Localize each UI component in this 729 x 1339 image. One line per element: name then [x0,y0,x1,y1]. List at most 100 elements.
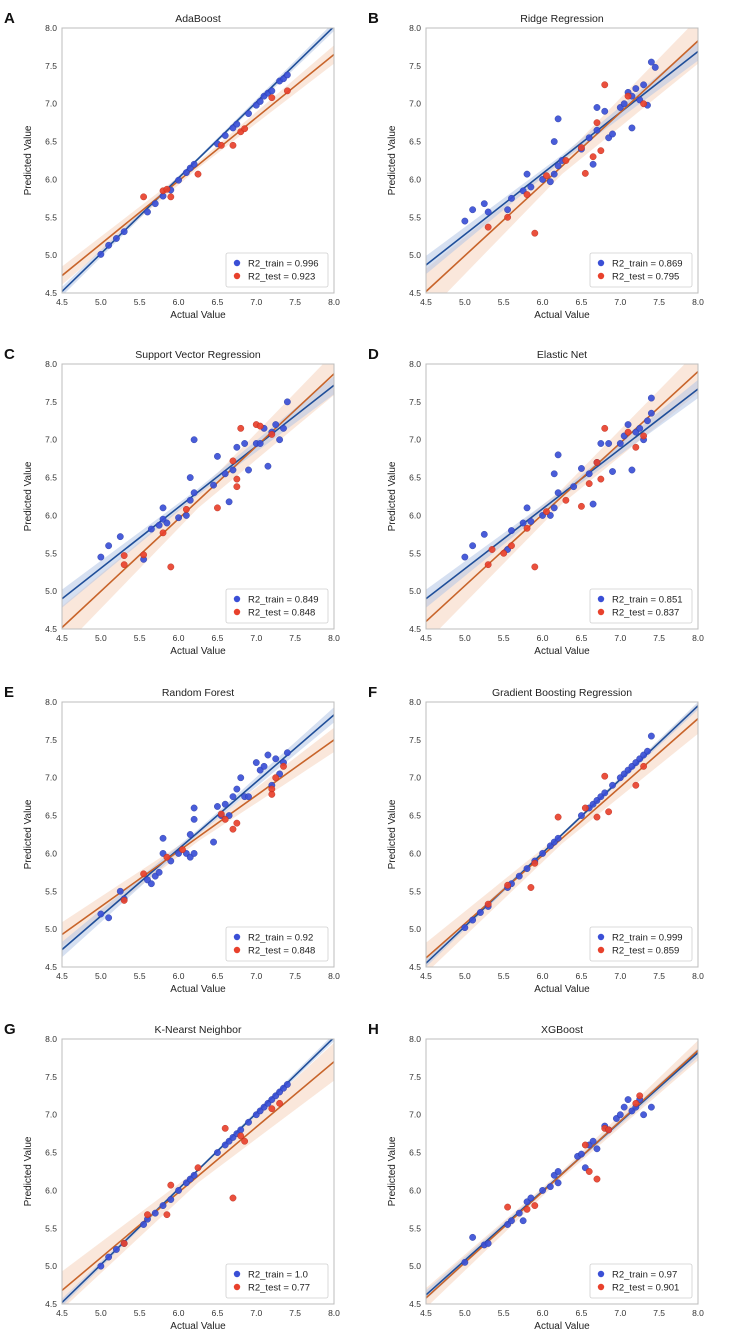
test-point [554,813,562,821]
train-point [175,514,182,522]
subplot-d: D Elastic Net 4.5 5.0 5.5 6.0 6.5 7.0 7.5 8.0 4.5 5… [368,346,704,657]
x-tick-label: 6.0 [537,633,549,643]
x-tick-label: 7.5 [289,1308,301,1318]
train-point [624,1096,632,1103]
plot-area [62,1039,334,1304]
x-tick-label: 4.5 [56,1308,68,1318]
legend-box [589,1263,693,1299]
train-point [175,1187,182,1194]
y-tick-label: 7.5 [409,1072,421,1082]
x-tick-label: 7.0 [614,1308,626,1318]
train-point [210,838,217,846]
y-tick-label: 6.0 [409,1185,421,1195]
test-point [523,1205,531,1213]
legend-box [225,588,329,624]
y-tick-label: 8.0 [45,359,57,369]
x-axis-label: Actual Value [170,984,226,995]
train-point [609,468,616,475]
train-point [647,58,655,66]
y-tick-label: 7.5 [45,735,57,745]
plot-title: XGBoost [541,1024,583,1036]
test-regression-line [62,1061,334,1291]
test-point [605,808,613,816]
test-point [632,781,640,789]
plot-frame [61,363,335,630]
x-tick-label: 7.0 [250,633,262,643]
test-point [217,141,225,149]
train-point [593,1145,601,1153]
y-tick-label: 7.5 [409,397,421,407]
train-point [190,436,198,444]
panel-letter: E [4,684,14,701]
train-point [237,774,245,782]
y-tick-label: 8.0 [409,697,421,707]
train-point [186,831,194,838]
train-point [508,527,515,534]
train-point [508,194,515,202]
test-point [120,552,128,559]
train-point [225,498,233,506]
x-tick-label: 7.0 [614,297,626,307]
test-point [484,561,492,569]
y-tick-label: 6.5 [45,473,57,483]
train-point [233,785,241,793]
test-point [272,774,280,782]
y-axis-label: Predicted Value [387,461,398,531]
x-tick-label: 5.5 [134,971,146,981]
train-point [283,71,291,79]
y-tick-label: 7.0 [45,435,57,445]
y-tick-label: 5.5 [45,212,57,222]
test-point [237,424,245,432]
test-point [120,561,128,569]
test-point [229,457,237,465]
train-point [515,872,523,880]
y-tick-label: 5.5 [409,212,421,222]
train-point [229,466,237,474]
test-point [504,1203,511,1211]
y-tick-label: 6.0 [45,174,57,184]
plot-title: Random Forest [162,687,234,699]
test-point [276,1099,283,1107]
test-point [504,881,511,889]
x-tick-label: 6.5 [576,971,588,981]
legend: R2_train = 0.849 R2_test = 0.848 [225,588,329,624]
legend-label-test: R2_test = 0.837 [612,608,679,619]
test-point [624,92,632,100]
test-point [531,1202,539,1209]
train-point [647,409,655,417]
test-point [593,459,601,466]
legend-label-train: R2_train = 1.0 [248,1270,308,1281]
train-point [461,924,469,932]
test-regression-line [426,40,698,293]
test-point [233,475,241,483]
train-point [469,1233,477,1241]
plot-frame [61,701,335,968]
test-point [140,870,148,878]
train-point [190,160,198,168]
train-point [570,483,578,491]
legend-marker-test [233,608,241,616]
test-point [140,193,148,201]
plot-area [426,364,698,629]
y-tick-label: 8.0 [45,697,57,707]
test-regression-line [426,1049,698,1299]
subplot-f: F Gradient Boosting Regression 4.5 5.0 5.5 6.… [368,684,704,995]
test-point [167,1181,175,1189]
train-point [628,466,636,474]
train-point [190,815,198,823]
x-tick-label: 7.5 [653,971,665,981]
train-point [554,1179,562,1187]
y-tick-label: 4.5 [45,288,57,298]
train-point [159,834,167,842]
test-point [268,790,276,798]
x-axis-label: Actual Value [170,1321,226,1332]
x-tick-label: 4.5 [56,297,68,307]
test-point [531,229,539,237]
train-point [550,170,558,178]
plot-frame [425,363,699,630]
train-point [644,417,651,425]
test-point [581,169,589,177]
subplot-a: A AdaBoost 4.5 5.0 5.5 6.0 6.5 7.0 7.5 8.0 4.5 5.0 5… [4,10,340,321]
train-point [237,1126,245,1134]
y-tick-label: 6.0 [45,848,57,858]
